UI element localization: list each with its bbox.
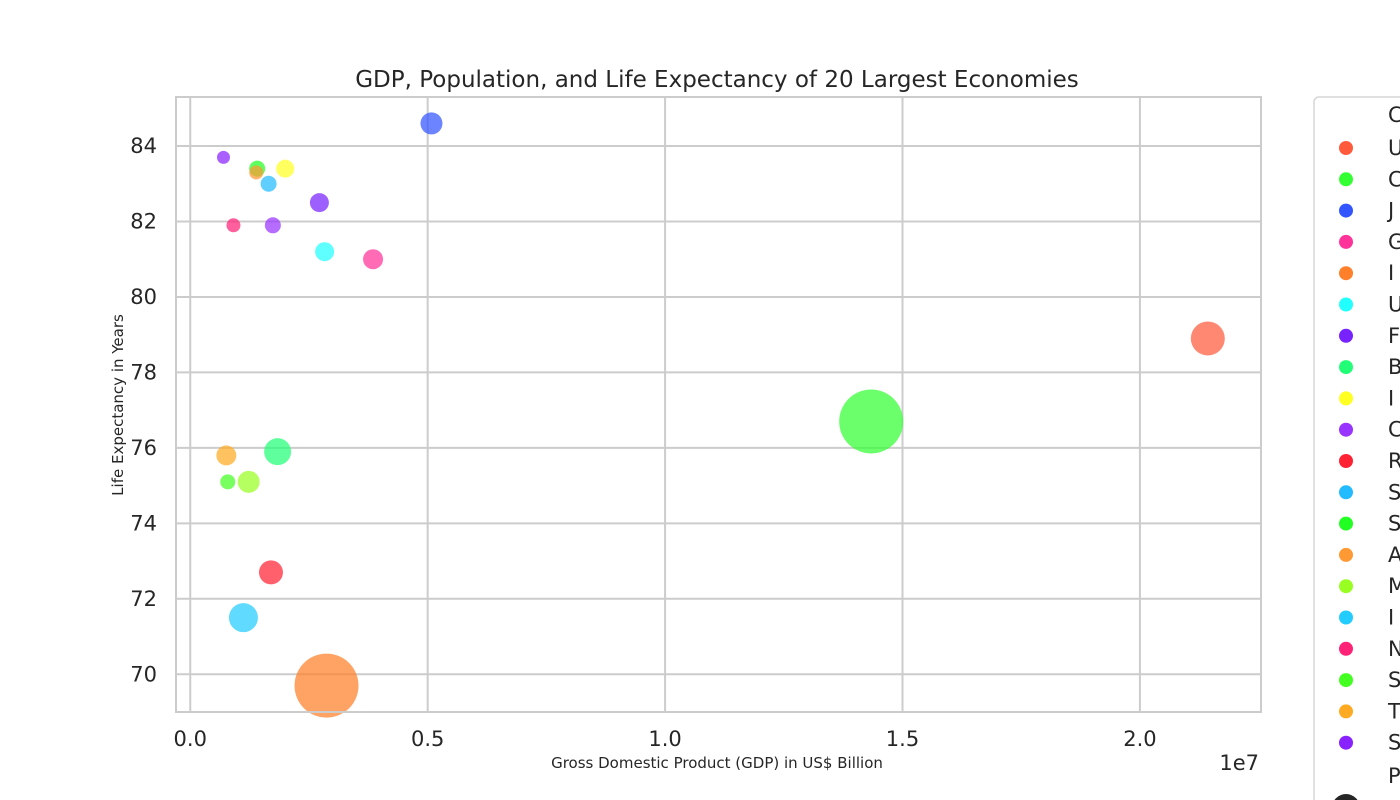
x-axis-offset-text: 1e7 — [1219, 751, 1259, 775]
legend-label: N — [1388, 637, 1400, 661]
legend-label: J — [1386, 199, 1394, 223]
legend-marker — [1339, 328, 1353, 343]
x-tick-label: 0.5 — [411, 727, 444, 751]
y-tick-label: 70 — [130, 662, 157, 686]
data-points — [216, 112, 1225, 718]
legend-label: A — [1388, 543, 1400, 567]
legend-label: U — [1388, 293, 1400, 317]
y-tick-label: 78 — [130, 360, 157, 384]
legend-marker — [1339, 172, 1353, 187]
y-tick-label: 76 — [130, 436, 157, 460]
legend-marker — [1339, 610, 1353, 625]
data-point — [363, 249, 384, 270]
legend-label: F — [1388, 324, 1400, 348]
legend-marker — [1339, 735, 1353, 750]
data-point — [839, 389, 904, 454]
y-tick-label: 80 — [130, 285, 157, 309]
legend-label: S — [1388, 512, 1400, 536]
chart-title: GDP, Population, and Life Expectancy of … — [355, 67, 1079, 93]
data-point — [276, 159, 295, 178]
data-point — [1190, 321, 1225, 356]
x-axis-label: Gross Domestic Product (GDP) in US$ Bill… — [551, 754, 883, 772]
legend-label: C — [1388, 418, 1400, 442]
legend-marker — [1339, 579, 1353, 594]
legend-label: S — [1388, 480, 1400, 504]
x-tick-label: 1.0 — [648, 727, 681, 751]
data-point — [216, 445, 237, 466]
data-point — [315, 242, 335, 262]
legend-label: C — [1388, 167, 1400, 191]
y-tick-label: 82 — [130, 210, 157, 234]
x-tick-label: 1.5 — [886, 727, 919, 751]
legend-marker — [1339, 422, 1353, 437]
data-point — [228, 603, 258, 633]
legend-marker — [1339, 266, 1353, 281]
legend-label: T — [1387, 699, 1400, 723]
legend-marker — [1339, 641, 1353, 656]
legend-marker — [1339, 141, 1353, 155]
data-point — [220, 474, 236, 490]
legend-marker — [1339, 297, 1353, 312]
legend-marker — [1339, 360, 1353, 375]
plot-background — [176, 97, 1261, 712]
legend-label: U — [1388, 136, 1400, 160]
data-point — [260, 175, 277, 192]
data-point — [294, 653, 359, 718]
legend-label: R — [1388, 449, 1400, 473]
plot-frame — [175, 96, 1262, 713]
legend-frame — [1313, 96, 1400, 800]
legend-marker — [1339, 203, 1353, 218]
legend-label: G — [1388, 230, 1400, 254]
y-tick-labels: 70 72 74 76 78 80 82 84 — [130, 134, 157, 686]
legend-label: S — [1388, 668, 1400, 692]
legend-marker — [1339, 704, 1353, 719]
data-point — [258, 560, 283, 585]
y-tick-label: 84 — [130, 134, 157, 158]
data-point — [249, 165, 264, 180]
legend-footer: P — [1388, 764, 1400, 788]
data-point — [264, 438, 292, 466]
grid-lines — [176, 97, 1261, 712]
data-point — [226, 218, 241, 233]
y-axis-label: Life Expectancy in Years — [109, 314, 127, 496]
legend-label: I — [1388, 386, 1394, 410]
y-tick-label: 74 — [130, 511, 157, 535]
legend-marker — [1339, 547, 1353, 562]
x-tick-labels: 0.0 0.5 1.0 1.5 2.0 — [174, 727, 1157, 751]
x-tick-label: 2.0 — [1123, 727, 1156, 751]
data-point — [264, 217, 281, 234]
legend-marker — [1339, 516, 1353, 531]
legend-label: M — [1388, 574, 1400, 598]
legend-marker — [1339, 454, 1353, 468]
legend-label: B — [1388, 355, 1400, 379]
data-point — [420, 112, 443, 135]
y-tick-label: 72 — [130, 587, 157, 611]
data-point — [216, 150, 230, 164]
legend-marker — [1339, 234, 1353, 249]
legend-marker — [1339, 391, 1353, 406]
data-point — [237, 470, 260, 493]
legend-label: I — [1388, 261, 1394, 285]
legend-marker — [1339, 485, 1353, 500]
legend-size-marker — [1334, 794, 1358, 800]
legend-marker — [1339, 673, 1353, 688]
x-tick-label: 0.0 — [174, 727, 207, 751]
legend-header: C — [1388, 103, 1400, 127]
legend-label: S — [1388, 731, 1400, 755]
legend-label: I — [1388, 606, 1394, 630]
data-point — [309, 193, 329, 213]
